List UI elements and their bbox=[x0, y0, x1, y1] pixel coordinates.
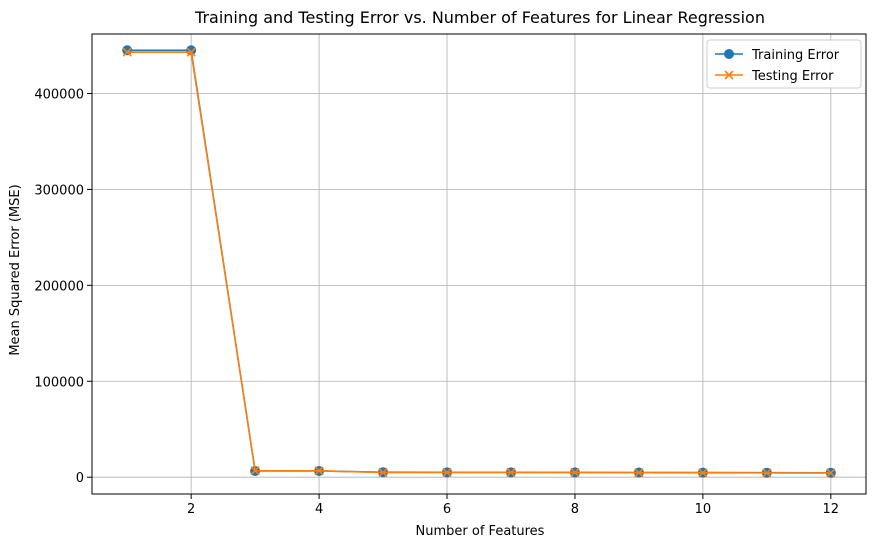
testing-error-point bbox=[314, 466, 324, 476]
axes: 2 4 6 8 10 12 0 100000 200000 300000 400000 bbox=[34, 33, 867, 517]
testing-error-point bbox=[570, 467, 580, 477]
legend-item-testing-error: Testing Error bbox=[715, 69, 834, 84]
x-tick-label: 4 bbox=[315, 502, 323, 517]
series-layer bbox=[122, 45, 836, 478]
x-tick-label: 2 bbox=[187, 502, 195, 517]
x-marker-stroke bbox=[378, 467, 388, 477]
x-marker-stroke bbox=[506, 467, 516, 477]
x-marker-stroke bbox=[570, 467, 580, 477]
x-marker-stroke bbox=[122, 47, 132, 57]
x-marker-stroke bbox=[762, 468, 772, 478]
x-marker-stroke bbox=[724, 70, 734, 80]
training-error-point bbox=[122, 45, 133, 56]
legend-marker bbox=[724, 49, 734, 59]
x-marker-stroke bbox=[186, 47, 196, 57]
testing-error-point bbox=[122, 47, 132, 57]
testing-error-point bbox=[442, 467, 452, 477]
x-marker-stroke bbox=[442, 467, 452, 477]
x-tick-label: 6 bbox=[443, 502, 451, 517]
legend-marker bbox=[724, 70, 734, 80]
y-axis-label: Mean Squared Error (MSE) bbox=[8, 184, 23, 355]
y-tick-label: 400000 bbox=[34, 87, 84, 102]
y-tick-label: 300000 bbox=[34, 183, 84, 198]
x-tick-label: 10 bbox=[695, 502, 712, 517]
legend: Training Error Testing Error bbox=[706, 39, 862, 89]
x-tick-label: 8 bbox=[571, 502, 579, 517]
grid bbox=[92, 34, 866, 494]
testing-error-point bbox=[186, 47, 196, 57]
x-axis-label: Number of Features bbox=[416, 524, 545, 539]
x-marker-stroke bbox=[250, 466, 260, 476]
testing-error-point bbox=[506, 467, 516, 477]
legend-label: Testing Error bbox=[751, 69, 834, 84]
x-tick-label: 12 bbox=[823, 502, 840, 517]
y-tick-label: 0 bbox=[76, 471, 84, 486]
x-marker-stroke bbox=[314, 466, 324, 476]
testing-error-point bbox=[826, 468, 836, 478]
x-marker-stroke bbox=[826, 468, 836, 478]
legend-label: Training Error bbox=[751, 48, 840, 63]
testing-error-point bbox=[634, 468, 644, 478]
testing-error-point bbox=[378, 467, 388, 477]
y-tick-label: 200000 bbox=[34, 279, 84, 294]
x-marker-stroke bbox=[634, 468, 644, 478]
chart-title: Training and Testing Error vs. Number of… bbox=[194, 8, 765, 27]
testing-error-point bbox=[250, 466, 260, 476]
testing-error-point bbox=[762, 468, 772, 478]
plot-frame bbox=[91, 33, 867, 495]
testing-error-line bbox=[127, 51, 831, 474]
y-tick-label: 100000 bbox=[34, 375, 84, 390]
legend-box bbox=[706, 39, 862, 89]
legend-item-training-error: Training Error bbox=[715, 48, 840, 63]
x-marker-stroke bbox=[698, 468, 708, 478]
testing-error-point bbox=[698, 468, 708, 478]
testing-error-series bbox=[122, 47, 836, 478]
